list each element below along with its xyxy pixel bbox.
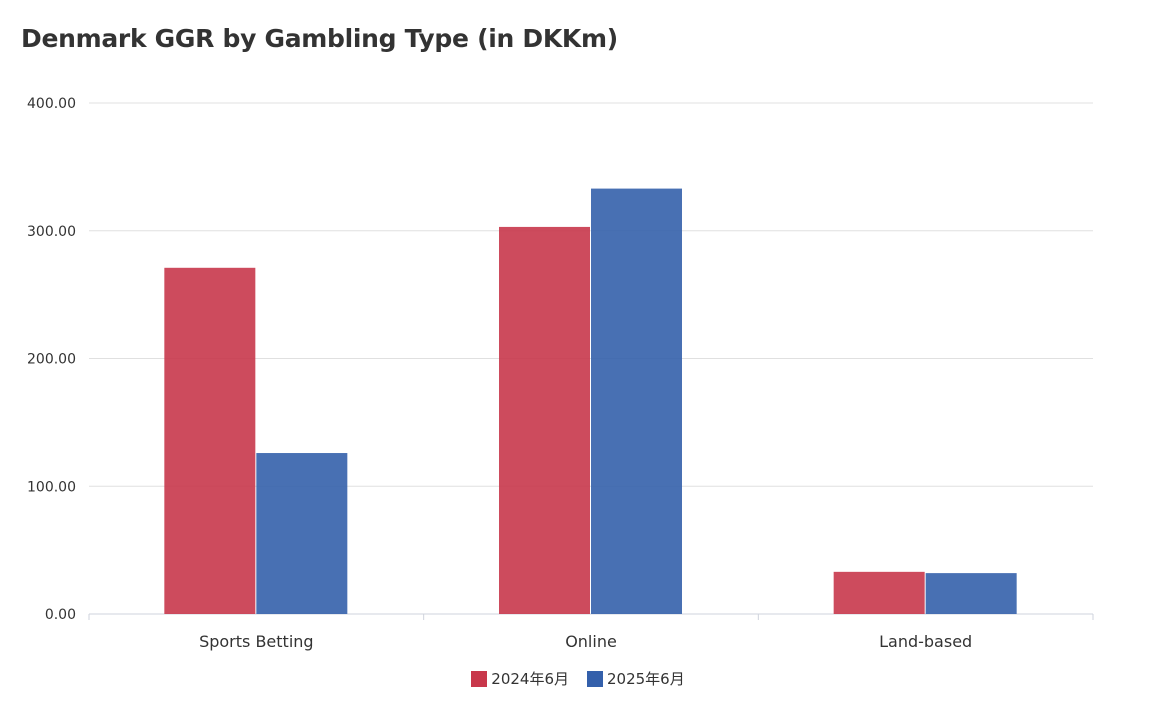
x-tick-label: Sports Betting — [199, 632, 313, 651]
y-tick-label: 200.00 — [27, 352, 76, 368]
legend: 2024年6月 2025年6月 — [0, 668, 1156, 689]
bar-land-based-series-0 — [833, 571, 925, 614]
y-tick-label: 400.00 — [27, 96, 76, 112]
y-tick-label: 0.00 — [45, 607, 76, 623]
bar-sports-betting-series-1 — [256, 453, 348, 614]
x-tick-label: Online — [565, 632, 617, 651]
legend-label: 2025年6月 — [607, 670, 685, 688]
x-tick-label: Land-based — [879, 632, 972, 651]
y-tick-label: 100.00 — [27, 479, 76, 495]
bar-online-series-0 — [499, 226, 590, 615]
legend-swatch — [587, 670, 603, 687]
chart-title: Denmark GGR by Gambling Type (in DKKm) — [21, 24, 618, 53]
y-tick-label: 300.00 — [27, 224, 76, 240]
bar-online-series-1 — [591, 188, 682, 614]
legend-item-series-0[interactable]: 2024年6月 — [471, 668, 569, 689]
legend-item-series-1[interactable]: 2025年6月 — [587, 668, 685, 689]
bar-land-based-series-1 — [925, 573, 1017, 614]
legend-label: 2024年6月 — [491, 670, 569, 688]
legend-swatch — [471, 670, 488, 687]
bar-sports-betting-series-0 — [164, 267, 256, 614]
